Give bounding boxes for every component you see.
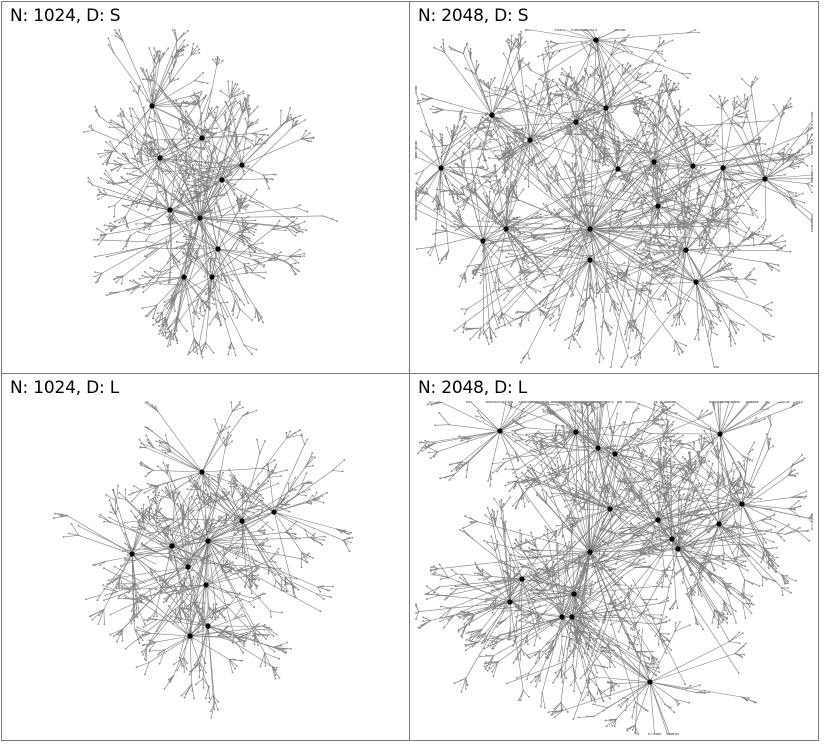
panel-n2048-ds: N: 2048, D: S [410, 2, 818, 373]
leaf-nodes [415, 401, 813, 735]
network-graph [52, 401, 354, 719]
leaf-nodes [52, 401, 354, 719]
leaf-nodes [415, 29, 813, 368]
network-graph [415, 29, 813, 368]
panel-n1024-dl: N: 1024, D: L [2, 374, 409, 740]
hub-nodes [497, 428, 745, 685]
panel-divider-horizontal [2, 373, 818, 374]
panel-divider-vertical [409, 2, 410, 740]
edges [415, 401, 813, 735]
panel-label: N: 1024, D: L [10, 378, 120, 398]
panel-label: N: 2048, D: L [418, 378, 528, 398]
figure-grid: N: 1024, D: S N: 2048, D: S N: 1024, D: … [1, 1, 819, 741]
panel-label: N: 1024, D: S [10, 6, 121, 26]
panel-label: N: 2048, D: S [418, 6, 529, 26]
edges [53, 401, 353, 718]
panel-n1024-ds: N: 1024, D: S [2, 2, 409, 373]
leaf-nodes [83, 29, 338, 358]
hub-nodes [149, 103, 245, 280]
network-graph [415, 401, 813, 735]
network-graph [83, 29, 338, 358]
panel-n2048-dl: N: 2048, D: L [410, 374, 818, 740]
hub-nodes [129, 469, 277, 639]
edges [415, 29, 813, 368]
hub-nodes [438, 37, 768, 285]
